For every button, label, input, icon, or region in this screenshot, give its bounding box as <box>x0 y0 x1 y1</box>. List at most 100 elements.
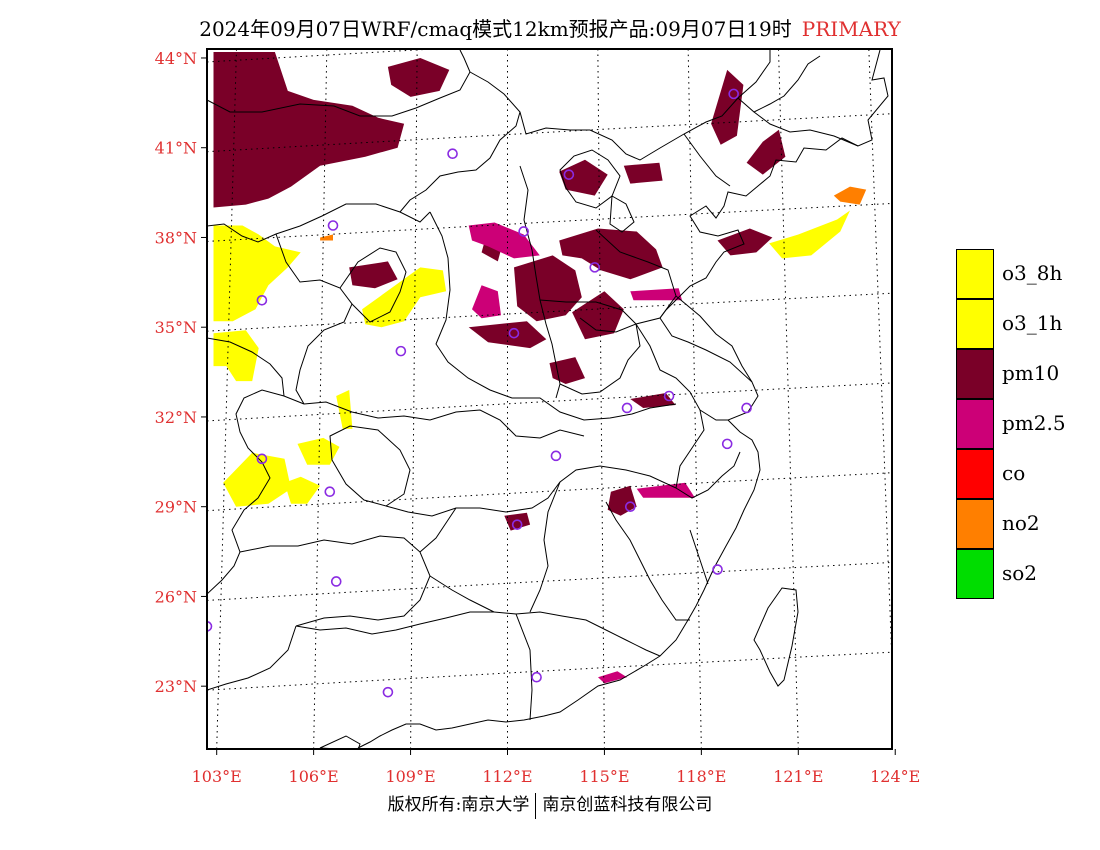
region-pm10 <box>623 162 663 184</box>
latitude-labels: 44°N 41°N 38°N 35°N 32°N 29°N 26°N 23°N <box>155 49 197 696</box>
lon-label: 106°E <box>289 767 339 786</box>
border-beijing <box>559 149 621 209</box>
border-jiangxi-hunan <box>529 481 561 613</box>
station-marker <box>256 453 268 465</box>
border-liaoning-jilin <box>737 55 859 147</box>
grid-lon-line <box>313 49 328 749</box>
grid-lon-line <box>868 49 892 677</box>
station-marker <box>518 226 529 237</box>
footer-left: 版权所有:南京大学 <box>387 795 530 815</box>
border-anhui <box>635 323 705 489</box>
grid-lat-line <box>207 472 892 512</box>
station-marker <box>721 438 733 450</box>
station-marker <box>382 686 394 698</box>
border-jiangsu <box>675 295 753 421</box>
coastline <box>357 49 889 749</box>
grid-lon-line <box>410 49 418 749</box>
region-o3-8h <box>284 476 321 504</box>
border-chongqing <box>329 425 411 507</box>
lat-label: 23°N <box>155 677 197 696</box>
region-pm10 <box>559 159 608 196</box>
border-sichuan-shaanxi <box>303 401 585 439</box>
legend-label: pm2.5 <box>1002 411 1066 435</box>
grid-lat-line <box>207 561 892 601</box>
border-hubei-hunan <box>385 465 677 517</box>
region-pm10 <box>468 321 547 349</box>
map-frame <box>206 48 893 750</box>
grid-lat-line <box>207 382 892 422</box>
region-pm10 <box>711 69 744 145</box>
border-guangdong <box>515 611 661 657</box>
lat-label: 32°N <box>155 408 197 427</box>
grid-lat-line <box>207 651 892 691</box>
region-no2 <box>833 186 867 205</box>
monitoring-stations <box>207 88 752 698</box>
region-pm10 <box>387 58 450 97</box>
region-pm10 <box>213 52 405 208</box>
taiwan-outline <box>753 587 799 687</box>
border-zhejiang <box>675 451 741 499</box>
border-hunan-guizhou <box>419 507 495 613</box>
grid-lat-line <box>207 292 892 332</box>
grid-lon-line <box>216 49 237 749</box>
border-shandong <box>579 229 677 333</box>
legend-swatch <box>956 399 994 449</box>
region-o3-8h <box>213 225 301 322</box>
border-guangxi <box>295 611 533 721</box>
lon-label: 109°E <box>385 767 435 786</box>
station-marker <box>728 88 739 100</box>
border-guizhou <box>239 535 431 627</box>
station-marker <box>395 345 407 357</box>
station-marker <box>741 402 752 414</box>
legend-swatch <box>956 449 994 499</box>
station-marker <box>663 390 675 402</box>
border-jiangxi-fujian <box>605 501 709 621</box>
lon-label: 124°E <box>870 767 920 786</box>
station-marker <box>550 450 562 462</box>
legend-label: o3_8h <box>1002 261 1063 285</box>
legend-label: pm10 <box>1002 361 1060 385</box>
copyright-footer: 版权所有:南京大学 南京创蓝科技有限公司 <box>0 790 1100 819</box>
grid-lat-line <box>207 202 892 242</box>
lon-label: 115°E <box>579 767 629 786</box>
station-marker <box>621 402 633 414</box>
station-marker <box>207 621 213 632</box>
grid-lon-line <box>777 49 799 749</box>
border-liaoning-hebei <box>683 133 731 187</box>
grid-lon-line <box>597 49 605 749</box>
title-tag: PRIMARY <box>801 17 901 41</box>
legend-label: no2 <box>1002 511 1040 535</box>
region-pm2-5 <box>636 482 695 498</box>
legend-label: so2 <box>1002 561 1038 585</box>
region-pm2-5 <box>630 288 682 301</box>
lon-label: 112°E <box>482 767 532 786</box>
legend-swatch <box>956 549 994 599</box>
grid-lat-line <box>207 113 892 153</box>
province-borders <box>207 49 889 749</box>
station-marker <box>712 564 723 575</box>
region-pm10 <box>746 129 786 175</box>
legend-swatch <box>956 499 994 549</box>
lat-label: 29°N <box>155 498 197 517</box>
legend-label: co <box>1002 461 1026 485</box>
lat-label: 35°N <box>155 318 197 337</box>
region-o3-8h <box>297 437 340 465</box>
title-main: 2024年09月07日WRF/cmaq模式12km预报产品:09月07日19时 <box>199 17 792 41</box>
grid-lon-line <box>687 49 702 749</box>
station-marker <box>256 294 268 306</box>
grid-lat-line <box>207 49 442 63</box>
lon-label: 121°E <box>773 767 823 786</box>
pollutant-regions <box>213 52 867 684</box>
lat-label: 44°N <box>155 49 197 68</box>
legend-swatch <box>956 349 994 399</box>
border-yunnan <box>207 389 305 691</box>
map-content <box>207 49 892 749</box>
station-marker <box>330 576 342 587</box>
station-marker <box>447 148 458 160</box>
lat-label: 38°N <box>155 228 197 247</box>
station-marker <box>563 169 575 180</box>
region-o3-8h <box>213 330 259 382</box>
lat-label: 26°N <box>155 587 197 606</box>
region-o3-8h <box>769 210 850 259</box>
